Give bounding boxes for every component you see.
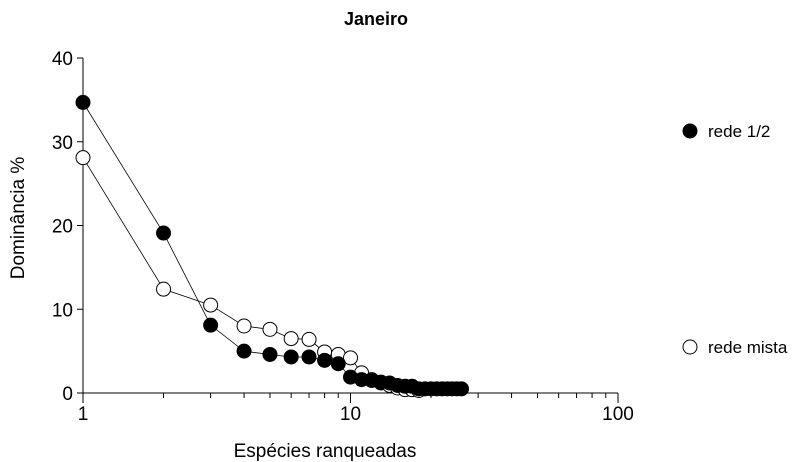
- data-point-rede-1-2: [283, 349, 299, 365]
- y-axis-ticks: 0 10 20 30 40: [52, 49, 83, 405]
- data-point-rede-mista: [203, 297, 219, 313]
- x-tick-label: 100: [602, 404, 634, 425]
- y-tick-label: 10: [52, 300, 73, 321]
- data-point-rede-mista: [343, 350, 358, 366]
- data-point-rede-mista: [283, 331, 299, 347]
- data-point-rede-mista: [262, 321, 278, 337]
- x-tick-label: 1: [78, 404, 89, 425]
- series-lines: [82, 102, 462, 391]
- y-tick-label: 40: [52, 49, 73, 70]
- data-point-rede-mista: [236, 318, 252, 334]
- data-point-rede-1-2: [75, 94, 91, 110]
- x-axis-label: Espécies ranqueadas: [234, 441, 417, 462]
- series-line-rede-1-2: [82, 102, 462, 390]
- y-tick-label: 20: [52, 217, 73, 238]
- legend-label-rede-mista: rede mista: [708, 338, 788, 357]
- data-point-rede-1-2: [317, 352, 333, 368]
- y-axis-label: Dominância %: [8, 157, 29, 280]
- data-point-rede-1-2: [454, 381, 470, 397]
- data-point-rede-mista: [75, 150, 91, 166]
- data-point-rede-mista: [156, 281, 172, 297]
- legend-marker-rede-1-2: [682, 123, 698, 139]
- x-tick-label: 10: [340, 404, 361, 425]
- x-axis-ticks: 1 10 100: [78, 393, 634, 425]
- y-tick-label: 0: [62, 384, 73, 405]
- data-point-rede-1-2: [203, 317, 219, 333]
- data-point-rede-1-2: [262, 346, 278, 362]
- chart-title: Janeiro: [344, 9, 408, 29]
- data-point-rede-1-2: [156, 225, 172, 241]
- data-point-rede-mista: [301, 331, 317, 347]
- data-point-rede-1-2: [236, 343, 252, 359]
- series-line-rede-mista: [82, 157, 419, 391]
- legend-label-rede-1-2: rede 1/2: [708, 122, 770, 141]
- legend-marker-rede-mista: [682, 339, 698, 355]
- legend: rede 1/2 rede mista: [682, 122, 788, 357]
- y-tick-label: 30: [52, 133, 73, 154]
- data-point-rede-1-2: [301, 349, 317, 365]
- series-points: [75, 94, 470, 398]
- data-point-rede-1-2: [330, 356, 346, 372]
